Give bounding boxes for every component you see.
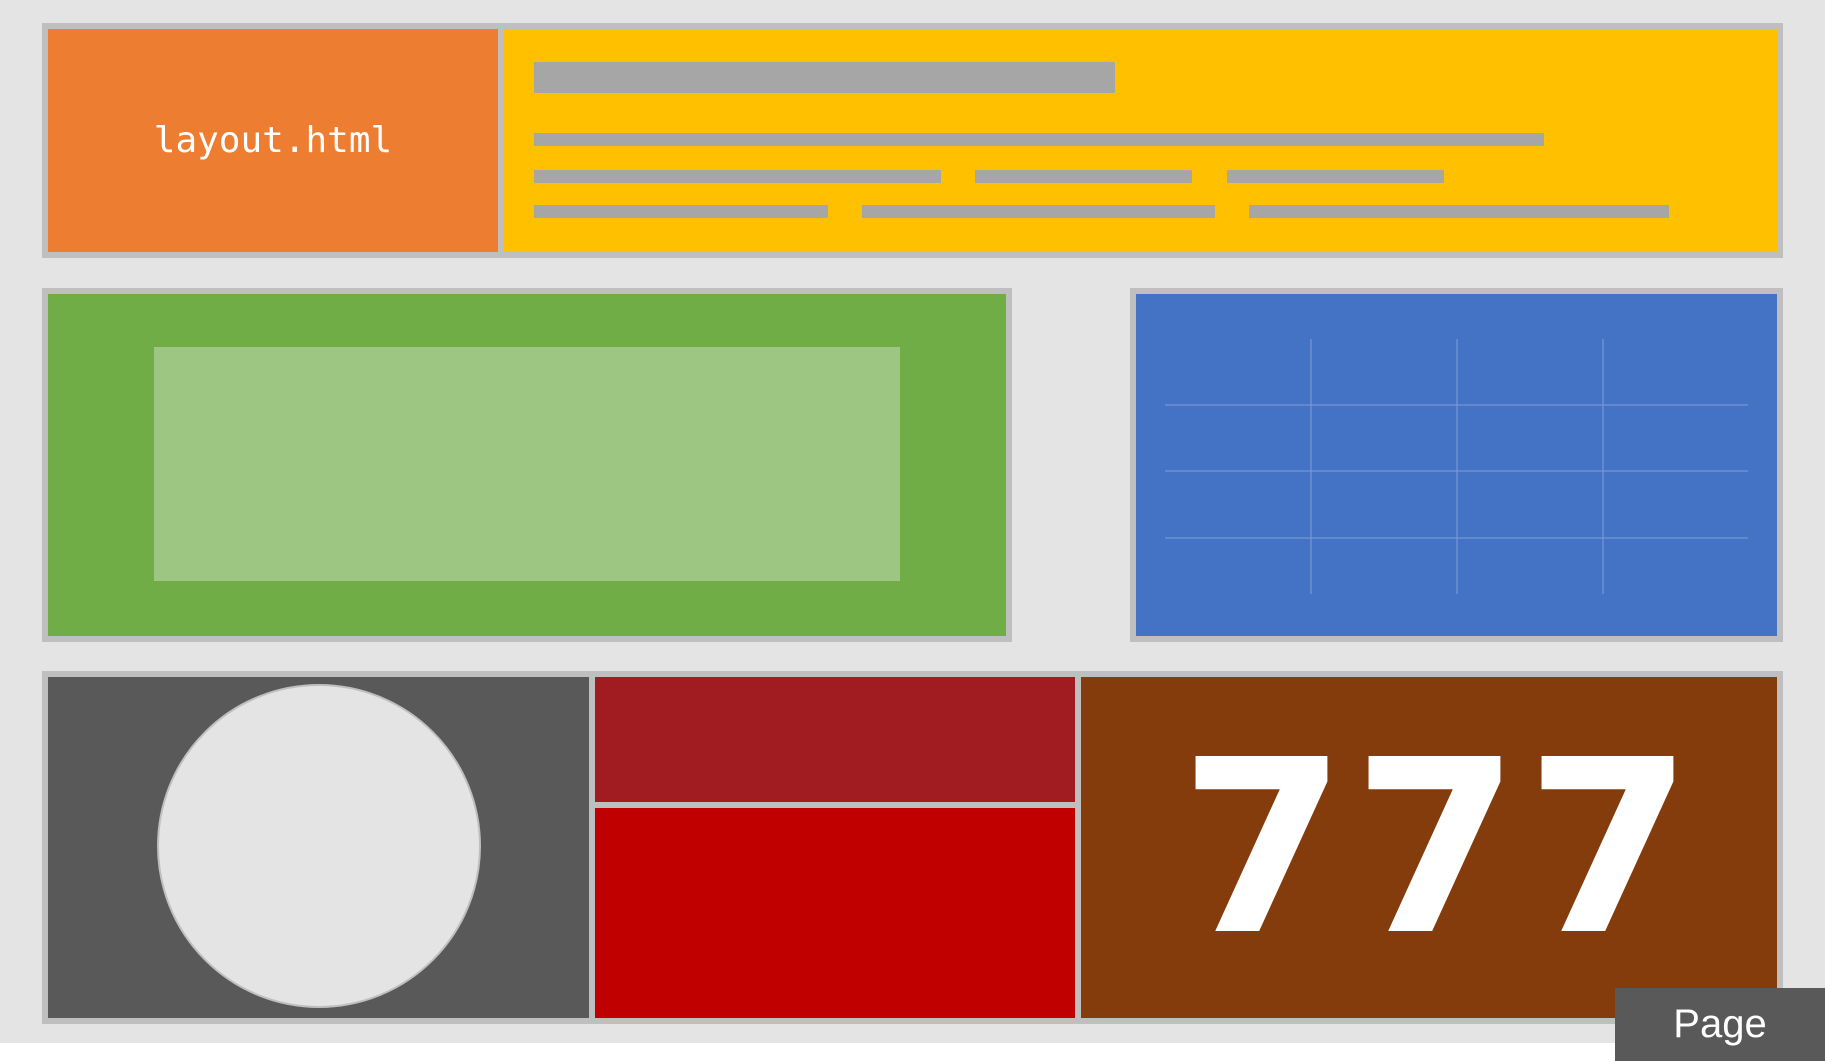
file-name-label: layout.html xyxy=(153,120,393,161)
text-placeholder-line xyxy=(534,133,1544,146)
red-tile xyxy=(595,808,1075,1018)
text-placeholder-line xyxy=(975,170,1192,183)
grid-panel xyxy=(1130,288,1783,642)
number-tile: 777 xyxy=(1081,677,1777,1018)
text-placeholder-line xyxy=(534,205,828,218)
text-placeholder-line xyxy=(534,170,941,183)
image-placeholder-box xyxy=(154,347,900,581)
file-name-tile: layout.html xyxy=(48,29,498,252)
dark-red-tile xyxy=(595,677,1075,802)
text-placeholder-card xyxy=(504,29,1777,252)
page-tab[interactable]: Page xyxy=(1615,988,1825,1061)
title-placeholder-bar xyxy=(534,62,1115,93)
header-row: layout.html xyxy=(42,23,1783,258)
text-placeholder-line xyxy=(862,205,1215,218)
page-tab-label: Page xyxy=(1673,1002,1767,1046)
footer-row: 777 xyxy=(42,671,1783,1024)
number-value: 777 xyxy=(1179,707,1699,988)
text-placeholder-line xyxy=(1249,205,1669,218)
image-placeholder-panel xyxy=(42,288,1012,642)
text-placeholder-line xyxy=(1227,170,1444,183)
circle-tile xyxy=(48,677,589,1018)
grid-lines xyxy=(1165,339,1748,594)
circle-shape xyxy=(157,684,481,1008)
